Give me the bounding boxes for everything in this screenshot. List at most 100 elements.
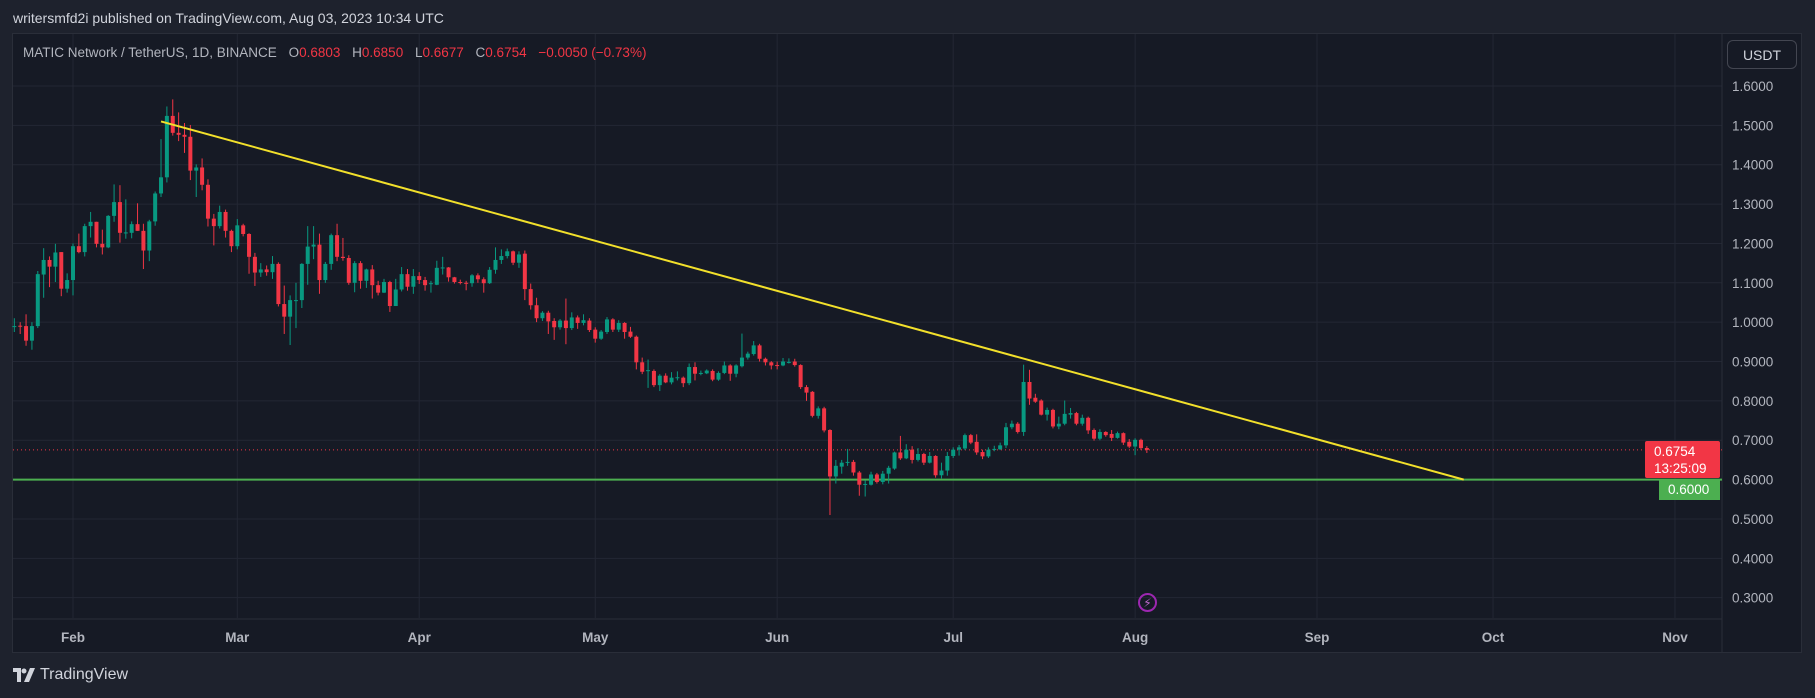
- candle-body: [593, 329, 598, 339]
- low-label: L: [414, 45, 423, 60]
- close-label: C: [475, 45, 486, 60]
- time-tick-label: Oct: [1482, 630, 1505, 645]
- price-tick-label: 0.5000: [1732, 512, 1773, 527]
- candle-body: [311, 244, 316, 247]
- candle-body: [798, 365, 803, 388]
- candle-body: [499, 256, 504, 260]
- candle-body: [464, 282, 469, 284]
- candle-body: [675, 377, 680, 379]
- candle-body: [141, 230, 146, 251]
- candle-body: [698, 372, 703, 374]
- candle-body: [94, 221, 99, 244]
- candle-body: [305, 246, 310, 264]
- candle-body: [1015, 423, 1020, 432]
- candle-body: [927, 455, 932, 463]
- candle-body: [446, 267, 451, 278]
- candle-body: [235, 225, 240, 247]
- candle-body: [205, 184, 210, 219]
- candle-body: [646, 370, 651, 372]
- tradingview-logo[interactable]: TradingView: [13, 666, 128, 684]
- candle-body: [475, 275, 480, 280]
- candle-body: [1086, 417, 1091, 431]
- candle-body: [734, 365, 739, 374]
- support-price-label: 0.6000: [1659, 480, 1720, 500]
- candle-body: [622, 322, 627, 332]
- candle-body: [816, 408, 821, 416]
- candle-body: [293, 300, 298, 302]
- candle-body: [974, 441, 979, 453]
- candle-body: [781, 361, 786, 366]
- candle-body: [921, 454, 926, 463]
- candle-body: [716, 372, 721, 380]
- price-tick-label: 0.9000: [1732, 355, 1773, 370]
- bar-countdown: 13:25:09: [1654, 461, 1707, 476]
- candle-body: [681, 377, 686, 384]
- time-tick-label: Aug: [1122, 630, 1148, 645]
- candle-body: [522, 253, 527, 290]
- candle-body: [669, 377, 674, 383]
- candle-body: [505, 251, 510, 257]
- price-tick-label: 1.4000: [1732, 158, 1773, 173]
- candle-body: [857, 472, 862, 485]
- candle-body: [980, 452, 985, 457]
- candle-body: [147, 221, 152, 251]
- candle-body: [276, 263, 281, 305]
- candle-body: [687, 367, 692, 384]
- candle-body: [511, 251, 516, 263]
- candle-body: [176, 132, 181, 135]
- candle-body: [35, 274, 40, 327]
- candle-body: [915, 454, 920, 460]
- candle-body: [1021, 381, 1026, 432]
- candle-body: [194, 167, 199, 171]
- candle-body: [1121, 433, 1126, 443]
- candle-body: [775, 365, 780, 367]
- candle-body: [117, 202, 122, 233]
- candle-body: [247, 233, 252, 257]
- candle-body: [282, 304, 287, 317]
- price-tick-label: 1.3000: [1732, 197, 1773, 212]
- candle-body: [182, 134, 187, 137]
- candle-body: [481, 279, 486, 284]
- candle-body: [599, 331, 604, 339]
- candle-body: [651, 370, 656, 386]
- candle-body: [610, 319, 615, 330]
- candle-body: [1009, 423, 1014, 428]
- candle-body: [423, 280, 428, 286]
- price-tick-label: 1.0000: [1732, 315, 1773, 330]
- candle-body: [258, 269, 263, 273]
- candle-body: [663, 375, 668, 383]
- candle-body: [1056, 423, 1061, 427]
- candle-body: [892, 452, 897, 469]
- candle-body: [1133, 439, 1138, 447]
- candle-body: [1004, 427, 1009, 446]
- candle-body: [1138, 439, 1143, 449]
- candle-body: [106, 215, 111, 248]
- symbol-legend: MATIC Network / TetherUS, 1D, BINANCE O0…: [23, 45, 646, 60]
- candle-body: [581, 320, 586, 323]
- candle-body: [833, 465, 838, 477]
- candle-body: [634, 336, 639, 363]
- candle-body: [335, 235, 340, 257]
- candle-body: [845, 461, 850, 463]
- candle-body: [29, 326, 34, 341]
- symbol-title[interactable]: MATIC Network / TetherUS, 1D, BINANCE: [23, 45, 277, 60]
- price-tick-label: 0.7000: [1732, 433, 1773, 448]
- candle-body: [100, 243, 105, 248]
- candle-body: [428, 283, 433, 285]
- candle-body: [558, 320, 563, 328]
- candle-body: [827, 430, 832, 477]
- candle-body: [24, 326, 29, 341]
- candle-body: [329, 235, 334, 264]
- candle-body: [540, 312, 545, 319]
- candle-body: [1068, 413, 1073, 415]
- candle-body: [18, 325, 23, 327]
- candle-body: [968, 435, 973, 443]
- candle-body: [904, 449, 909, 459]
- candle-body: [159, 177, 164, 194]
- lightning-icon[interactable]: ⚡: [1138, 593, 1157, 612]
- currency-button[interactable]: USDT: [1727, 40, 1797, 69]
- candle-body: [229, 230, 234, 247]
- candle-body: [135, 224, 140, 231]
- candle-body: [616, 322, 621, 330]
